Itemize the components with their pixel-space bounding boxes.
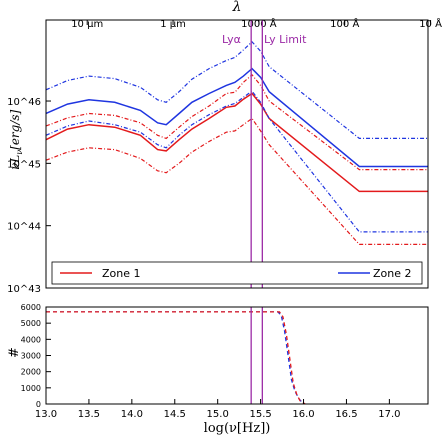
count-x-tick-label-7: 16.5	[335, 409, 357, 420]
count-x-axis-label: log(ν[Hz])	[204, 421, 271, 436]
sed-series-5	[46, 90, 428, 233]
wavelength-tick-label-3: 100 Å	[330, 17, 359, 30]
sed-panel: λ 10 μm 1 μm 1000 Å 100 Å 10 Å Lyα Ly Limit …	[7, 0, 442, 295]
count-x-tick-label-4: 15.0	[207, 409, 229, 420]
count-x-tick-label-0: 13.0	[35, 409, 57, 420]
sed-series-3	[46, 67, 428, 168]
count-y-tick-label-4: 4000	[21, 335, 41, 344]
sed-y-axis-label: νLν[erg/s]	[8, 109, 24, 170]
count-y-ticks: 0 1000 2000 3000 4000 5000 6000	[21, 303, 51, 409]
count-series-0	[46, 311, 304, 404]
count-x-tick-label-6: 16.0	[292, 409, 314, 420]
wavelength-tick-labels: 10 μm 1 μm 1000 Å 100 Å 10 Å	[71, 17, 442, 30]
sed-series-4	[46, 40, 428, 139]
count-y-tick-label-1: 1000	[21, 384, 41, 393]
count-x-tick-label-5: 15.5	[249, 409, 271, 420]
count-x-tick-label-8: 17.0	[378, 409, 400, 420]
legend: Zone 1 Zone 2	[51, 261, 423, 285]
count-y-tick-label-3: 3000	[21, 352, 41, 361]
sed-y-ticks: 10^43 10^44 10^45 10^46	[7, 97, 51, 295]
sed-series-1	[46, 73, 428, 171]
count-series-1	[46, 311, 306, 404]
ly-limit-label: Ly Limit	[264, 33, 307, 46]
legend-label-zone-2: Zone 2	[373, 267, 412, 280]
top-axis-title: λ	[232, 0, 242, 15]
sed-y-tick-label-2: 10^45	[7, 159, 41, 170]
sed-series-0	[46, 92, 428, 193]
count-y-axis-label: #	[7, 347, 22, 358]
wavelength-tick-label-2: 1000 Å	[241, 17, 277, 30]
sed-y-tick-label-3: 10^46	[7, 97, 41, 108]
wavelength-tick-label-1: 1 μm	[160, 19, 186, 30]
lya-label: Lyα	[222, 33, 241, 46]
wavelength-tick-label-0: 10 μm	[71, 19, 103, 30]
count-x-ticks: 13.0 13.5 14.0 14.5 15.0 15.5 16.0 16.5 17.0	[35, 399, 401, 420]
count-y-tick-label-0: 0	[36, 400, 41, 409]
count-y-tick-label-5: 5000	[21, 319, 41, 328]
lyman-lines	[250, 20, 263, 288]
sed-y-tick-label-1: 10^44	[7, 222, 41, 233]
count-x-tick-label-1: 13.5	[78, 409, 100, 420]
count-series	[46, 311, 306, 404]
count-x-tick-label-3: 14.5	[164, 409, 186, 420]
count-panel: 0 1000 2000 3000 4000 5000 6000 13.0 13.5 14.0 14…	[7, 303, 429, 436]
sed-plot-frame	[45, 19, 429, 289]
count-x-tick-label-2: 14.0	[121, 409, 143, 420]
count-y-tick-label-6: 6000	[21, 303, 41, 312]
count-plot-frame	[45, 306, 429, 405]
wavelength-tick-label-4: 10 Å	[419, 17, 442, 30]
count-y-tick-label-2: 2000	[21, 368, 41, 377]
sed-series-2	[46, 117, 428, 245]
legend-label-zone-1: Zone 1	[102, 267, 141, 280]
sed-series	[46, 40, 428, 245]
legend-box	[51, 261, 423, 285]
count-lyman-lines	[250, 307, 263, 404]
sed-y-tick-label-0: 10^43	[7, 284, 41, 295]
